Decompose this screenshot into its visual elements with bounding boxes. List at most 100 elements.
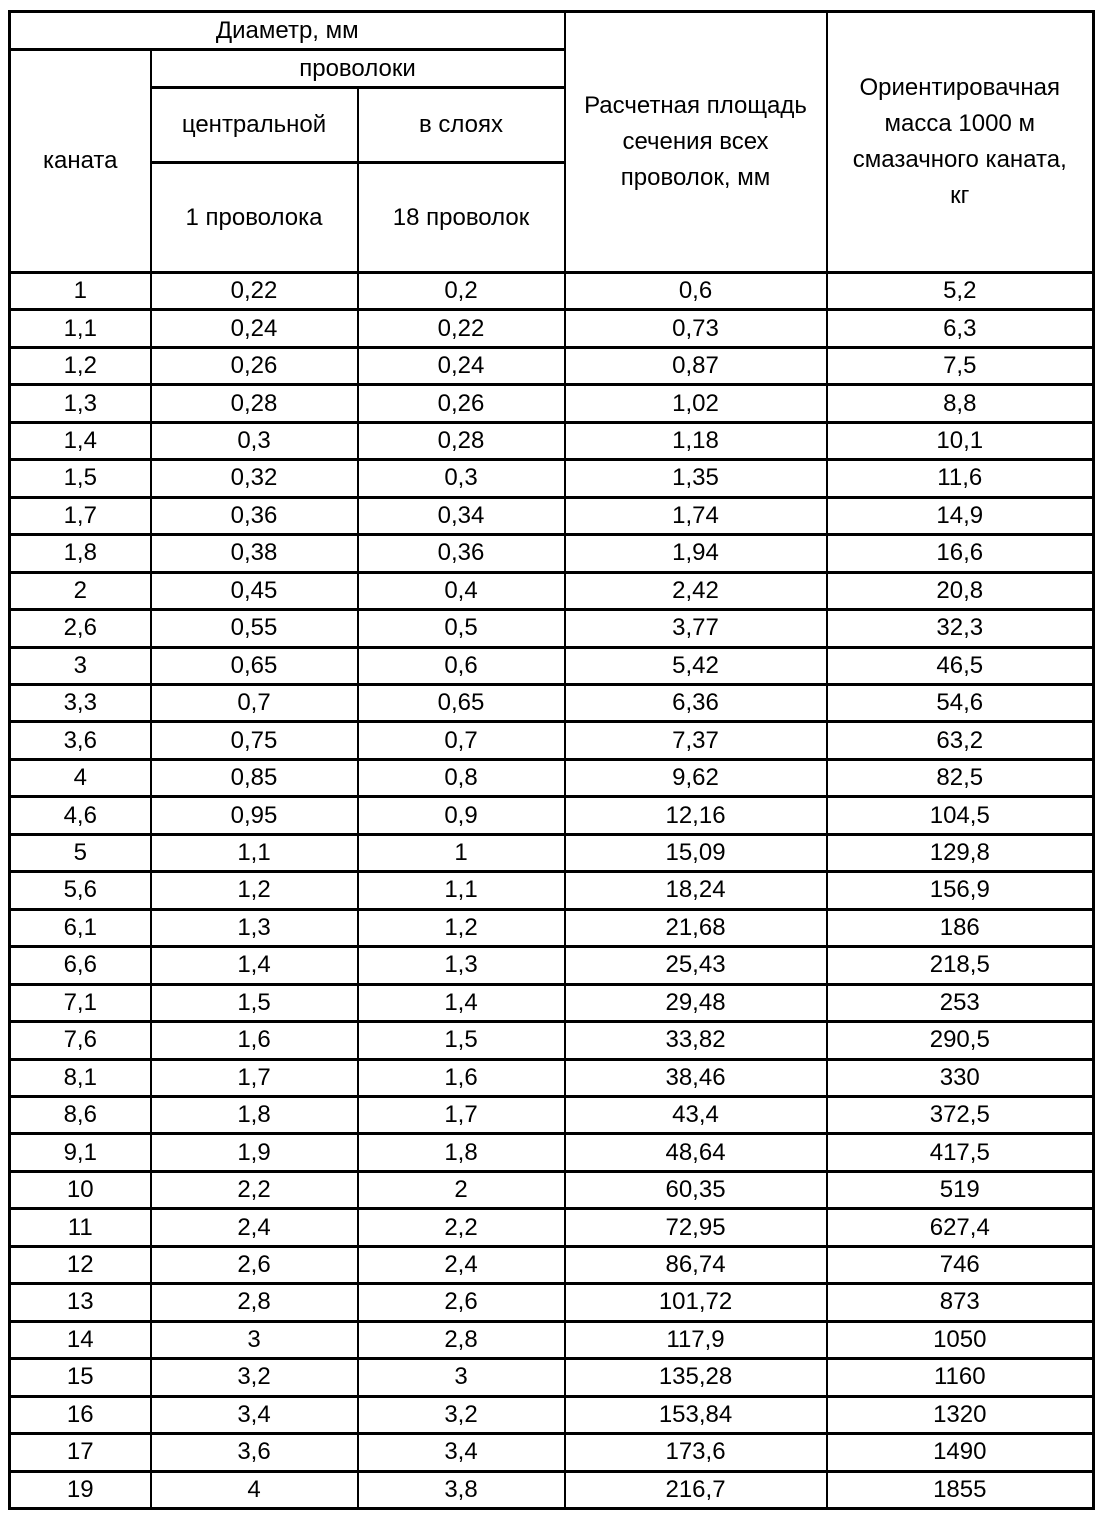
cell: 15: [8, 1357, 152, 1398]
cell: 0,95: [149, 795, 359, 836]
cell: 1: [8, 270, 152, 312]
cell: 2,6: [149, 1244, 359, 1286]
cell: 117,9: [563, 1319, 828, 1361]
header-section-area: Расчетная площадь сечения всех проволок,…: [563, 10, 828, 274]
cell: 8,8: [825, 383, 1095, 424]
cell: 1,4: [8, 420, 152, 462]
cell: 1,94: [563, 533, 828, 574]
table-row: 7,6 1,6 1,5 33,82 290,5: [8, 1020, 1095, 1061]
cell: 5,42: [563, 645, 828, 687]
cell: 3,8: [356, 1469, 566, 1510]
cell: 8,1: [8, 1057, 152, 1098]
table-row: 1,4 0,3 0,28 1,18 10,1: [8, 420, 1095, 462]
cell: 1,1: [356, 870, 566, 911]
cell: 0,85: [149, 757, 359, 799]
table-row: 17 3,6 3,4 173,6 1490: [8, 1432, 1095, 1473]
table-row: 4 0,85 0,8 9,62 82,5: [8, 757, 1095, 799]
cell: 135,28: [563, 1357, 828, 1398]
table-body: 1 0,22 0,2 0,6 5,2 1,1 0,24 0,22 0,73 6,3 1,2 0,26 0…: [8, 270, 1095, 1510]
cell: 0,28: [149, 383, 359, 424]
table-row: 6,6 1,4 1,3 25,43 218,5: [8, 945, 1095, 986]
cell: 1,6: [356, 1057, 566, 1098]
cell: 1,5: [356, 1020, 566, 1061]
cell: 5,6: [8, 870, 152, 911]
cell: 2: [8, 570, 152, 612]
cell: 1490: [825, 1432, 1095, 1473]
cell: 1,7: [356, 1094, 566, 1136]
cell: 0,3: [149, 420, 359, 462]
cell: 3: [149, 1319, 359, 1361]
cell: 2,42: [563, 570, 828, 612]
cell: 43,4: [563, 1094, 828, 1136]
cell: 18,24: [563, 870, 828, 911]
cell: 156,9: [825, 870, 1095, 911]
table-row: 1,5 0,32 0,3 1,35 11,6: [8, 458, 1095, 499]
cell: 1,1: [149, 832, 359, 874]
cell: 11: [8, 1207, 152, 1248]
cell: 32,3: [825, 608, 1095, 649]
cell: 16: [8, 1394, 152, 1436]
cell: 2,2: [149, 1169, 359, 1211]
table-row: 3 0,65 0,6 5,42 46,5: [8, 645, 1095, 687]
cell: 7,37: [563, 720, 828, 761]
cell: 7,5: [825, 345, 1095, 387]
cell: 0,26: [356, 383, 566, 424]
cell: 0,36: [149, 495, 359, 537]
cell: 60,35: [563, 1169, 828, 1211]
cell: 3,4: [149, 1394, 359, 1436]
cell: 5: [8, 832, 152, 874]
cell: 627,4: [825, 1207, 1095, 1248]
table-row: 15 3,2 3 135,28 1160: [8, 1357, 1095, 1398]
cell: 173,6: [563, 1432, 828, 1473]
cell: 86,74: [563, 1244, 828, 1286]
cell: 4: [149, 1469, 359, 1510]
cell: 0,28: [356, 420, 566, 462]
cell: 417,5: [825, 1132, 1095, 1173]
cell: 0,73: [563, 308, 828, 349]
cell: 2,8: [149, 1282, 359, 1323]
table-row: 1 0,22 0,2 0,6 5,2: [8, 270, 1095, 312]
cell: 4: [8, 757, 152, 799]
cell: 63,2: [825, 720, 1095, 761]
cell: 1,5: [149, 982, 359, 1024]
cell: 746: [825, 1244, 1095, 1286]
cell: 0,45: [149, 570, 359, 612]
cell: 3,4: [356, 1432, 566, 1473]
cell: 0,6: [563, 270, 828, 312]
cell: 1,9: [149, 1132, 359, 1173]
cell: 253: [825, 982, 1095, 1024]
table-row: 11 2,4 2,2 72,95 627,4: [8, 1207, 1095, 1248]
cell: 0,22: [149, 270, 359, 312]
header-rope: каната: [8, 48, 152, 274]
cell: 20,8: [825, 570, 1095, 612]
table-row: 14 3 2,8 117,9 1050: [8, 1319, 1095, 1361]
table-row: 19 4 3,8 216,7 1855: [8, 1469, 1095, 1510]
cell: 0,65: [356, 682, 566, 724]
cell: 0,2: [356, 270, 566, 312]
cell: 0,34: [356, 495, 566, 537]
cell: 12: [8, 1244, 152, 1286]
cell: 2,6: [8, 608, 152, 649]
cell: 1,1: [8, 308, 152, 349]
cell: 48,64: [563, 1132, 828, 1173]
cell: 6,3: [825, 308, 1095, 349]
cell: 1,8: [149, 1094, 359, 1136]
cell: 0,75: [149, 720, 359, 761]
cell: 33,82: [563, 1020, 828, 1061]
table-row: 3,3 0,7 0,65 6,36 54,6: [8, 682, 1095, 724]
cell: 2,4: [149, 1207, 359, 1248]
cell: 10: [8, 1169, 152, 1211]
cell: 0,24: [356, 345, 566, 387]
table-header: Диаметр, мм Расчетная площадь сечения вс…: [8, 10, 1095, 274]
cell: 186: [825, 907, 1095, 949]
cell: 8,6: [8, 1094, 152, 1136]
table-row: 2 0,45 0,4 2,42 20,8: [8, 570, 1095, 612]
cell: 1,3: [356, 945, 566, 986]
cell: 29,48: [563, 982, 828, 1024]
cell: 1,6: [149, 1020, 359, 1061]
cell: 0,8: [356, 757, 566, 799]
cell: 10,1: [825, 420, 1095, 462]
cell: 6,1: [8, 907, 152, 949]
rope-spec-table: Диаметр, мм Расчетная площадь сечения вс…: [8, 10, 1096, 1510]
